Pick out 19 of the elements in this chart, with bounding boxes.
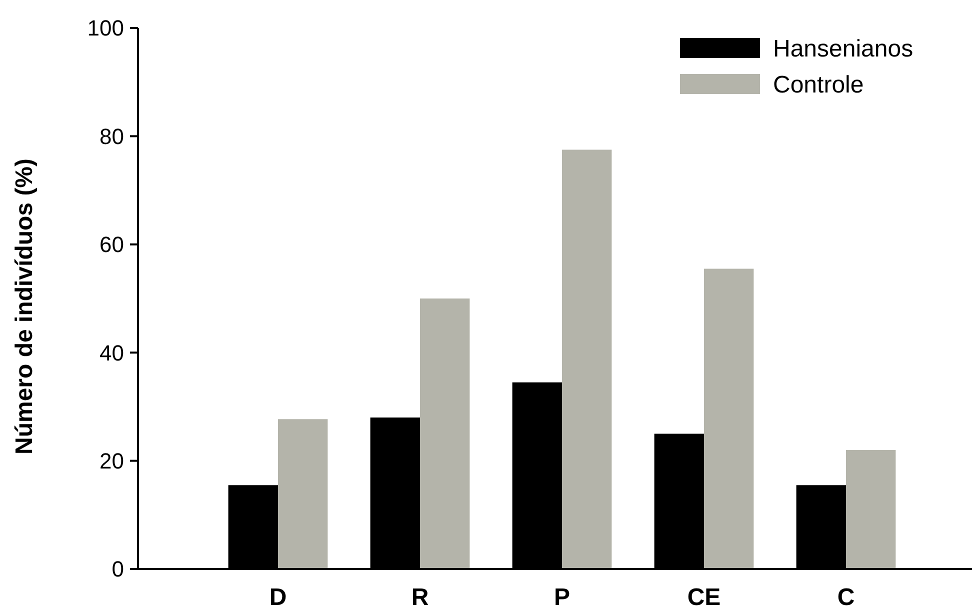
y-tick-label: 80: [100, 124, 124, 149]
x-tick-label: CE: [687, 584, 721, 611]
y-axis-title: Número de indivíduos (%): [11, 158, 38, 455]
x-tick-label: C: [837, 584, 855, 611]
y-tick-label: 60: [100, 232, 124, 258]
bar: [704, 268, 754, 569]
bar: [846, 450, 896, 569]
bar: [420, 298, 470, 569]
bar: [278, 419, 328, 569]
x-tick-label: P: [554, 584, 570, 611]
x-tick-label: D: [269, 584, 287, 611]
bar: [562, 150, 612, 569]
legend-label: Controle: [773, 71, 864, 98]
x-tick-label: R: [411, 584, 429, 611]
y-tick-label: 100: [87, 16, 124, 41]
legend-label: Hansenianos: [773, 35, 914, 62]
y-tick-label: 20: [100, 448, 124, 474]
y-tick-label: 0: [112, 556, 124, 582]
y-tick-label: 40: [100, 340, 124, 366]
